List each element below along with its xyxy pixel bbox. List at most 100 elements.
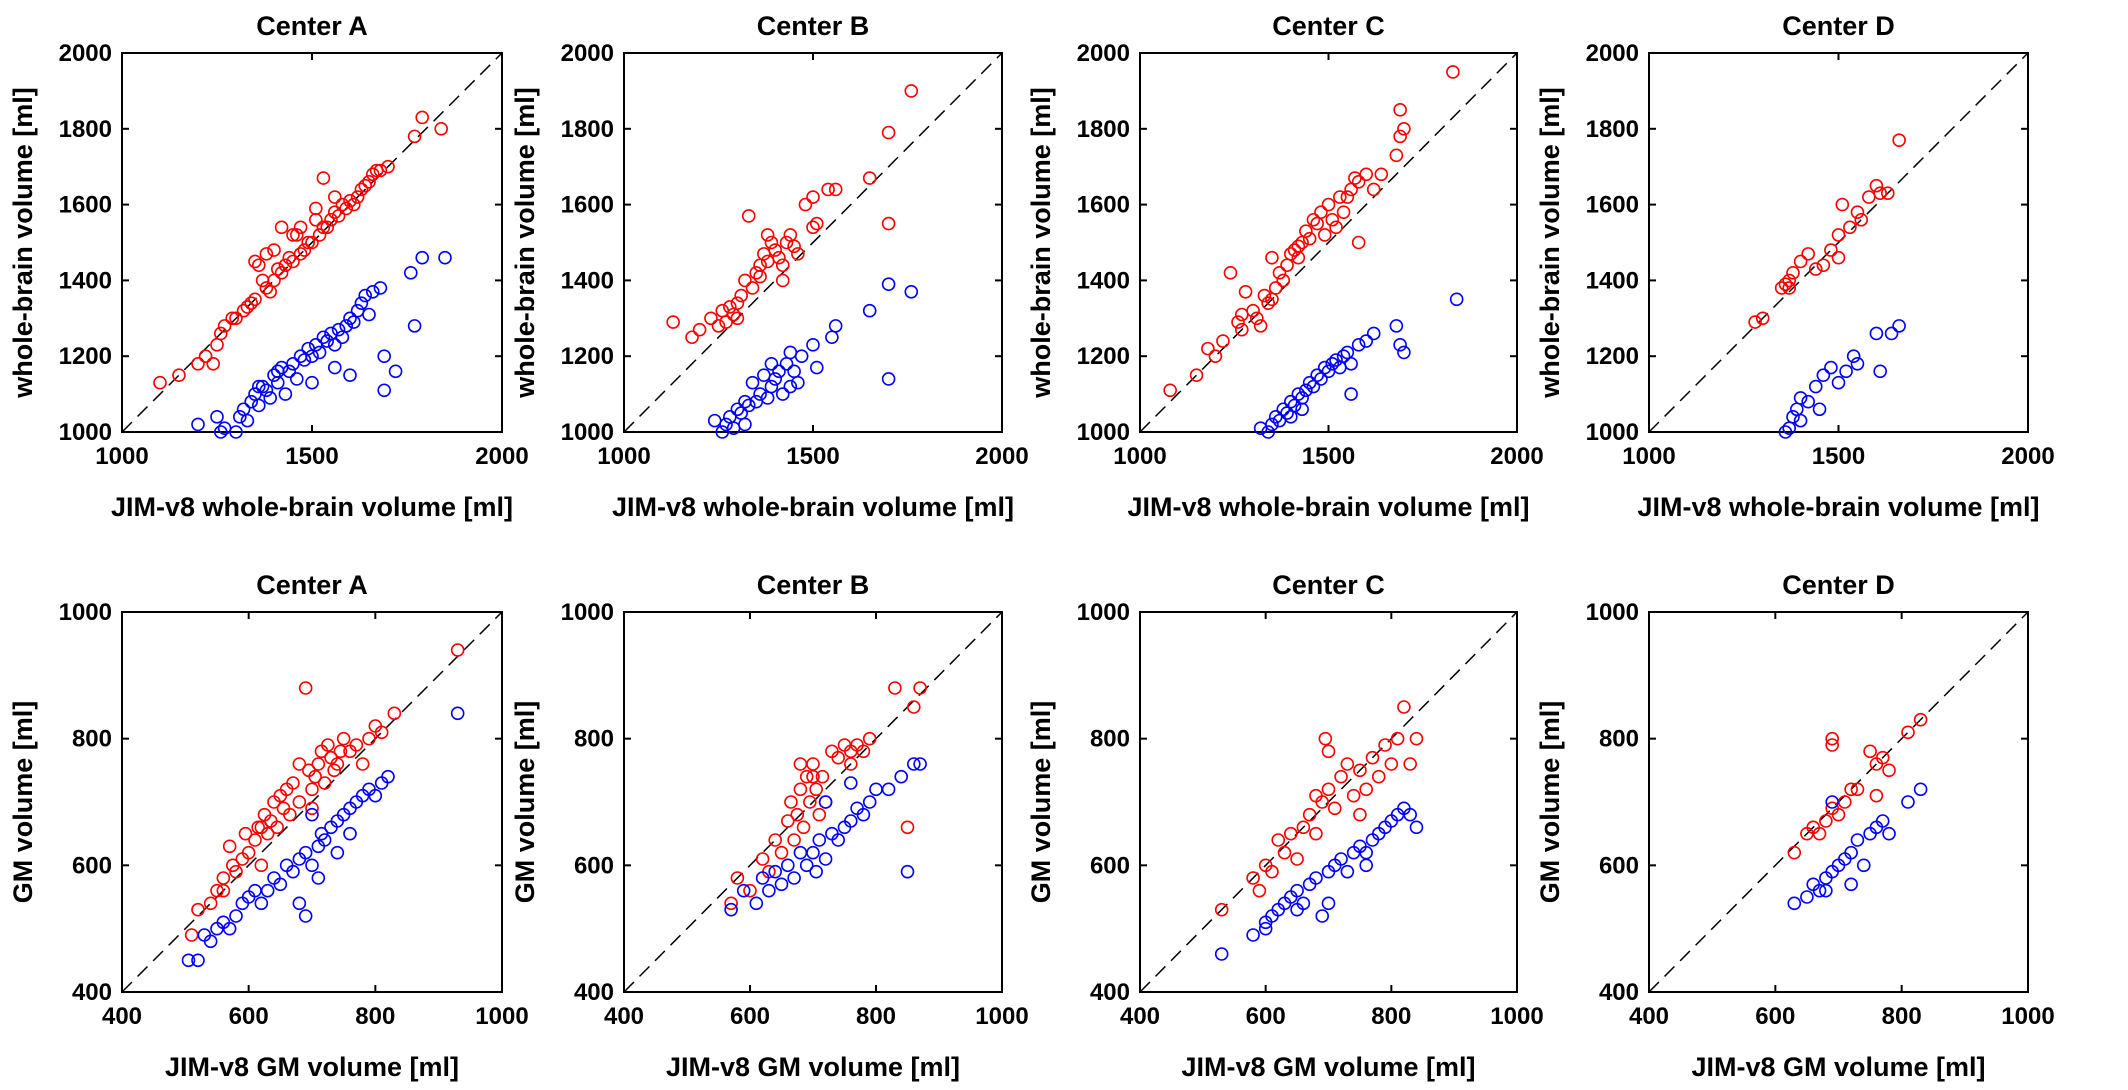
data-point <box>1214 947 1229 961</box>
data-point <box>1265 864 1279 879</box>
y-tick-label: 1400 <box>59 267 112 294</box>
data-point <box>1329 353 1343 367</box>
data-point <box>362 175 376 189</box>
data-point <box>1812 826 1827 841</box>
data-point <box>1843 220 1857 235</box>
data-point <box>1403 757 1417 771</box>
data-point <box>768 243 783 257</box>
data-point <box>1393 338 1407 352</box>
data-point <box>793 757 808 771</box>
x-tick-label: 400 <box>1629 1003 1669 1030</box>
data-point <box>1801 394 1815 409</box>
x-tick-label: 1500 <box>1812 443 1865 470</box>
data-point <box>240 300 255 314</box>
data-point <box>809 216 824 231</box>
data-point <box>881 372 896 386</box>
data-point <box>229 864 243 879</box>
data-point <box>745 375 760 390</box>
data-point <box>1819 883 1833 898</box>
data-point <box>780 814 795 828</box>
data-point <box>1816 368 1831 382</box>
data-point <box>809 782 823 797</box>
data-point <box>1250 311 1264 326</box>
data-point <box>362 731 376 746</box>
y-tick-label: 2000 <box>1586 40 1639 67</box>
data-point <box>1315 909 1330 923</box>
data-point <box>831 833 846 847</box>
x-tick-label: 1000 <box>597 443 650 470</box>
data-point <box>1800 890 1814 904</box>
data-point <box>248 292 262 307</box>
data-point <box>1787 896 1802 911</box>
data-point <box>1366 182 1381 197</box>
data-point <box>278 258 293 273</box>
data-point <box>248 387 262 401</box>
y-tick-label: 1400 <box>561 267 614 294</box>
data-point <box>349 738 364 752</box>
y-tick-label: 400 <box>1090 979 1130 1006</box>
data-point <box>1317 228 1332 242</box>
y-tick-label: 1000 <box>1077 419 1130 446</box>
x-tick-label: 400 <box>102 1003 142 1030</box>
data-point <box>900 864 915 879</box>
x-axis-label: JIM-v8 GM volume [ml] <box>666 1052 960 1082</box>
data-point <box>1790 402 1804 417</box>
data-point <box>153 375 167 390</box>
y-tick-label: 1800 <box>561 116 614 143</box>
data-point <box>1397 345 1411 360</box>
data-point <box>1824 243 1838 257</box>
data-point <box>779 235 794 250</box>
x-tick-label: 800 <box>1371 1003 1411 1030</box>
data-point <box>305 807 319 822</box>
chart-title: Center D <box>1782 570 1895 600</box>
y-axis-label: GM volume [ml] <box>1026 701 1056 904</box>
y-tick-label: 800 <box>1090 726 1130 753</box>
data-point <box>775 273 790 288</box>
data-point <box>214 326 228 341</box>
data-point <box>1873 364 1887 379</box>
data-point <box>738 417 752 432</box>
data-point <box>1844 782 1858 797</box>
data-point <box>803 795 817 809</box>
data-point <box>1277 845 1292 860</box>
data-point <box>286 356 300 371</box>
data-point <box>1309 826 1323 841</box>
data-point <box>350 190 365 204</box>
data-point <box>900 820 915 835</box>
data-point <box>1831 807 1846 822</box>
data-point <box>312 345 327 360</box>
identity-line <box>1648 52 2029 433</box>
data-point <box>1351 235 1366 250</box>
data-point <box>1778 277 1793 291</box>
x-tick-label: 2000 <box>1490 443 1543 470</box>
data-point <box>753 269 767 284</box>
y-tick-label: 1200 <box>561 343 614 370</box>
x-tick-label: 800 <box>355 1003 395 1030</box>
y-tick-label: 1400 <box>1077 267 1130 294</box>
x-tick-label: 1000 <box>1113 443 1166 470</box>
data-point <box>1261 425 1275 439</box>
data-point <box>862 795 877 809</box>
data-point <box>270 820 284 835</box>
data-point <box>327 360 342 375</box>
data-point <box>1346 788 1361 803</box>
series-2 <box>707 277 919 439</box>
data-point <box>1231 315 1245 329</box>
data-point <box>1265 292 1279 307</box>
data-point <box>1884 326 1899 341</box>
data-point <box>1901 725 1915 740</box>
data-point <box>214 425 228 439</box>
data-point <box>749 896 764 911</box>
data-point <box>191 953 205 968</box>
data-point <box>1291 250 1306 265</box>
data-point <box>1344 356 1358 371</box>
data-point <box>806 190 820 204</box>
series-2 <box>724 757 927 917</box>
data-point <box>1246 871 1260 885</box>
data-point <box>216 883 231 898</box>
data-point <box>259 281 274 295</box>
data-point <box>1359 782 1373 797</box>
data-point <box>760 228 775 242</box>
data-point <box>818 795 833 809</box>
data-point <box>794 349 809 364</box>
